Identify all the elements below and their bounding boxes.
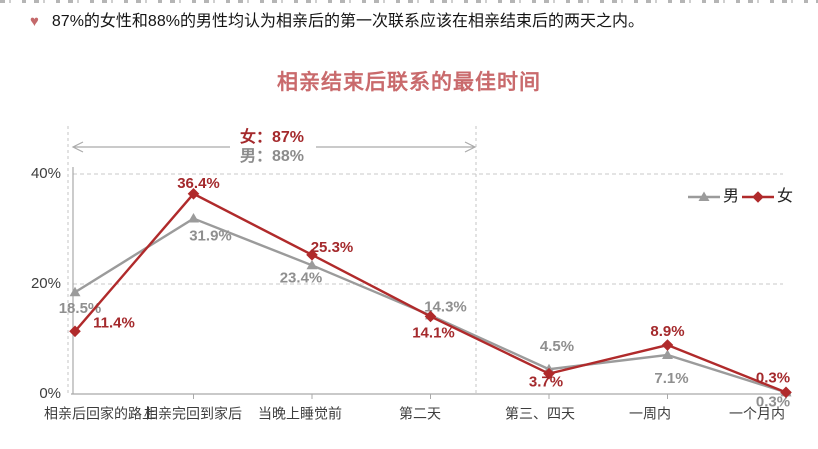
svg-text:0.3%: 0.3% <box>756 369 790 386</box>
cropped-text-remnant <box>0 0 818 3</box>
svg-text:23.4%: 23.4% <box>280 269 323 286</box>
svg-text:当晚上睡觉前: 当晚上睡觉前 <box>258 406 342 422</box>
gridlines <box>73 173 783 285</box>
svg-text:0.3%: 0.3% <box>756 393 790 410</box>
svg-text:4.5%: 4.5% <box>540 338 574 355</box>
svg-text:7.1%: 7.1% <box>654 370 688 387</box>
annotation-male-share: 男：88% <box>239 148 305 165</box>
legend: 男女 <box>688 186 793 205</box>
svg-text:14.1%: 14.1% <box>412 324 455 341</box>
bracket-guides <box>67 126 477 394</box>
svg-text:25.3%: 25.3% <box>311 239 354 256</box>
data-labels-men: 18.5%31.9%23.4%14.3%4.5%7.1%0.3% <box>59 228 790 411</box>
svg-text:14.3%: 14.3% <box>424 298 467 315</box>
series-women <box>69 188 792 399</box>
axes <box>71 167 791 399</box>
svg-text:女: 女 <box>777 186 793 205</box>
svg-text:第二天: 第二天 <box>399 406 441 422</box>
svg-text:11.4%: 11.4% <box>93 314 135 331</box>
svg-text:相亲完回到家后: 相亲完回到家后 <box>144 406 242 422</box>
svg-text:一周内: 一周内 <box>629 406 671 422</box>
svg-text:31.9%: 31.9% <box>189 228 232 245</box>
svg-text:3.7%: 3.7% <box>529 374 563 391</box>
y-axis-labels: 0% 20% 40% <box>31 165 61 402</box>
svg-text:40%: 40% <box>31 165 61 182</box>
bracket-arrow <box>71 141 477 153</box>
svg-text:男: 男 <box>723 188 739 205</box>
svg-text:一个月内: 一个月内 <box>729 406 785 422</box>
svg-text:20%: 20% <box>31 275 61 292</box>
annotation-female-share: 女：87% <box>239 129 305 146</box>
chart-title: 相亲结束后联系的最佳时间 <box>277 71 541 94</box>
heart-bullet-icon: ♥ <box>30 13 39 30</box>
svg-text:8.9%: 8.9% <box>650 323 684 340</box>
bullet-row: ♥ 87%的女性和88%的男性均认为相亲后的第一次联系应该在相亲结束后的两天之内… <box>30 11 644 33</box>
svg-text:36.4%: 36.4% <box>177 175 220 192</box>
data-labels-women: 11.4% 36.4% 25.3% 14.1% 3.7% 8.9% 0.3% <box>93 175 790 391</box>
svg-text:第三、四天: 第三、四天 <box>505 406 575 422</box>
svg-text:相亲后回家的路上: 相亲后回家的路上 <box>44 406 156 422</box>
bullet-text: 87%的女性和88%的男性均认为相亲后的第一次联系应该在相亲结束后的两天之内。 <box>51 13 644 30</box>
svg-text:0%: 0% <box>39 385 61 402</box>
